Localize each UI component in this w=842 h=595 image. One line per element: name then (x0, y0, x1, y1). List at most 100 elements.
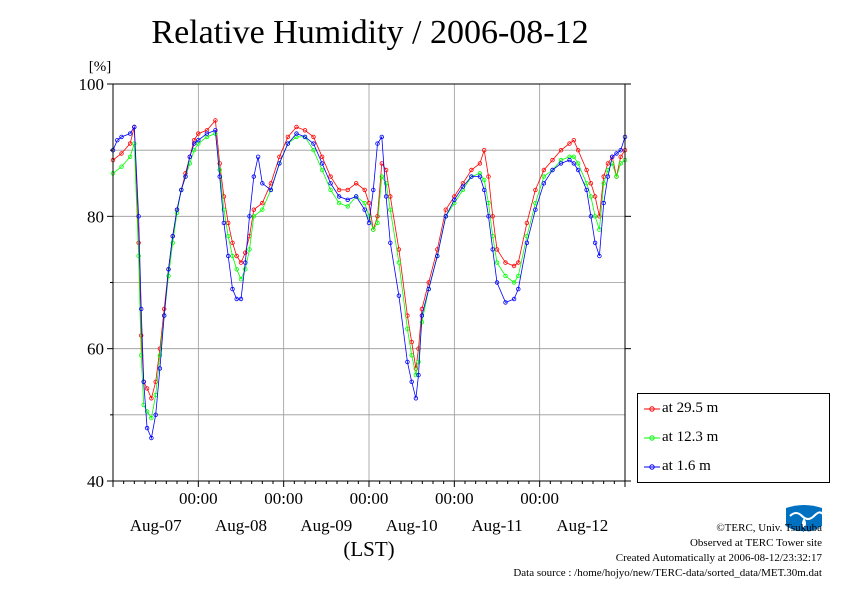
data-point (460, 184, 466, 189)
data-point (618, 147, 623, 153)
data-point (277, 154, 282, 159)
data-point (571, 137, 576, 143)
data-point (319, 161, 325, 166)
grid (113, 84, 625, 481)
x-tick-label: 00:00 (264, 489, 303, 508)
legend-item-1-6m: at 1.6 m (638, 456, 828, 478)
data-point (166, 267, 171, 272)
data-point (191, 141, 197, 146)
data-point (592, 240, 598, 245)
data-point (149, 415, 154, 421)
y-tick-label: 40 (87, 472, 104, 491)
data-point (388, 207, 393, 212)
data-point (328, 174, 333, 179)
data-point (319, 167, 325, 173)
data-point (141, 379, 146, 384)
axes: 40 60 80 100[%] 00:00 00:00 00:00 00:00 00:00 Aug… (79, 59, 631, 561)
data-point (153, 379, 158, 384)
data-point (516, 286, 521, 292)
data-point (597, 253, 602, 259)
data-point (388, 240, 393, 245)
data-point (618, 161, 623, 166)
data-point (614, 174, 619, 179)
data-point (601, 200, 606, 206)
data-point (336, 200, 342, 206)
data-point (443, 214, 448, 219)
data-point (302, 128, 308, 133)
data-point (285, 134, 291, 140)
data-point (413, 372, 419, 378)
data-point (144, 425, 150, 431)
data-point (482, 177, 487, 183)
data-point (157, 366, 163, 371)
data-point (243, 260, 248, 265)
data-point (336, 187, 342, 193)
y-tick-label: 60 (87, 340, 104, 359)
data-point (383, 194, 389, 199)
data-point (311, 134, 316, 140)
data-point (170, 240, 175, 245)
data-point (213, 118, 218, 123)
data-point (138, 333, 144, 338)
data-point (571, 154, 576, 159)
data-point (166, 273, 171, 279)
data-point (416, 359, 421, 365)
data-point (243, 267, 248, 272)
data-point (375, 220, 380, 226)
series-line (112, 125, 626, 440)
data-point (230, 240, 235, 245)
data-point (277, 161, 282, 166)
site-note: Observed at TERC Tower site (689, 537, 822, 549)
data-point (409, 353, 414, 358)
data-point (371, 227, 376, 232)
data-point (136, 240, 141, 245)
data-point (319, 154, 325, 159)
data-point (345, 204, 350, 209)
data-point (419, 313, 425, 318)
data-point (234, 253, 239, 259)
data-point (204, 131, 210, 136)
data-point (601, 181, 606, 186)
series-layer (110, 118, 628, 441)
data-point (213, 128, 218, 133)
data-point (179, 187, 184, 193)
data-source: Data source : /home/hojyo/new/TERC-data/… (513, 567, 822, 579)
legend-label: at 12.3 m (662, 429, 719, 445)
y-tick-label: 100 (79, 75, 105, 94)
data-point (149, 435, 154, 441)
data-point (452, 197, 457, 202)
legend-marker-red (644, 406, 660, 412)
data-point (217, 167, 222, 173)
data-point (371, 187, 376, 193)
data-point (294, 131, 299, 136)
data-point (482, 147, 487, 153)
data-point (138, 306, 144, 312)
data-point (379, 174, 384, 179)
copyright: ©TERC, Univ. Tsukuba (716, 522, 822, 534)
data-point (435, 253, 440, 259)
data-point (225, 253, 231, 259)
data-point (255, 154, 261, 159)
y-tick-label: 80 (87, 207, 104, 226)
data-point (558, 147, 564, 153)
data-point (503, 273, 508, 279)
data-point (174, 207, 180, 212)
data-point (494, 260, 500, 265)
data-point (161, 313, 167, 318)
data-point (469, 167, 474, 173)
x-day-label: Aug-09 (300, 516, 352, 535)
data-point (597, 214, 602, 219)
data-point (217, 161, 222, 166)
data-point (119, 164, 124, 169)
data-point (144, 409, 150, 414)
data-point (260, 207, 265, 212)
data-point (243, 250, 248, 255)
data-point (482, 187, 487, 193)
data-point (225, 233, 231, 239)
data-point (170, 233, 175, 239)
data-point (426, 286, 431, 292)
data-point (588, 214, 594, 219)
data-point (238, 260, 244, 265)
data-point (605, 174, 611, 179)
